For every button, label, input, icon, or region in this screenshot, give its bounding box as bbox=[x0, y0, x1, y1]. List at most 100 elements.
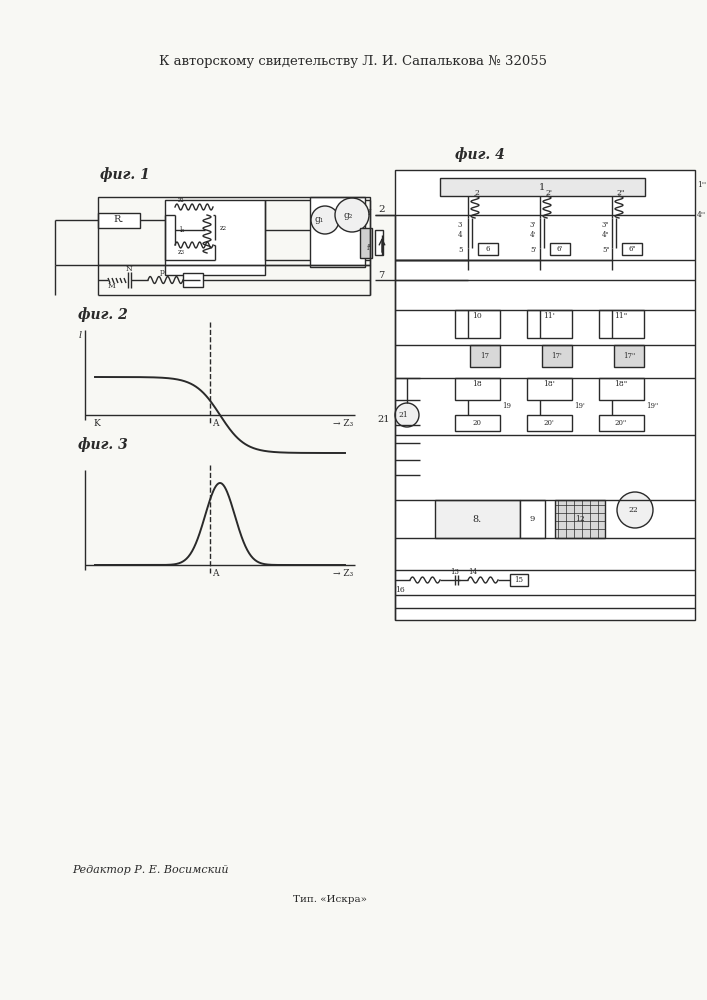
Text: 6: 6 bbox=[486, 245, 490, 253]
Bar bbox=[542, 345, 572, 367]
Text: фиг. 4: фиг. 4 bbox=[455, 148, 505, 162]
Text: К авторскому свидетельству Л. И. Сапалькова № 32055: К авторскому свидетельству Л. И. Сапальк… bbox=[159, 55, 547, 68]
Text: 15: 15 bbox=[515, 576, 523, 584]
Text: 6": 6" bbox=[628, 245, 636, 253]
Text: фиг. 3: фиг. 3 bbox=[78, 438, 128, 452]
Circle shape bbox=[395, 403, 419, 427]
Text: f: f bbox=[368, 209, 370, 217]
Text: l: l bbox=[79, 330, 82, 340]
Text: 18": 18" bbox=[614, 380, 628, 388]
Text: 10: 10 bbox=[472, 312, 482, 320]
Bar bbox=[614, 345, 644, 367]
Text: 5: 5 bbox=[458, 246, 462, 254]
Bar bbox=[360, 228, 372, 258]
Bar bbox=[440, 178, 645, 196]
Text: 11': 11' bbox=[543, 312, 555, 320]
Bar bbox=[395, 170, 695, 620]
Text: lₐ: lₐ bbox=[180, 226, 185, 234]
Bar bbox=[527, 310, 572, 338]
Bar bbox=[435, 500, 520, 538]
Bar bbox=[455, 310, 500, 338]
Circle shape bbox=[617, 492, 653, 528]
Text: 2': 2' bbox=[546, 189, 552, 197]
Bar bbox=[527, 378, 572, 400]
Text: 18: 18 bbox=[472, 380, 482, 388]
Bar bbox=[478, 243, 498, 255]
Text: 13: 13 bbox=[450, 568, 459, 576]
Text: 6': 6' bbox=[557, 245, 563, 253]
Text: 17": 17" bbox=[623, 352, 635, 360]
Bar bbox=[165, 200, 265, 275]
Circle shape bbox=[335, 198, 369, 232]
Text: 2: 2 bbox=[474, 189, 479, 197]
Text: z₂: z₂ bbox=[220, 224, 227, 232]
Text: 17: 17 bbox=[481, 352, 489, 360]
Text: 20": 20" bbox=[615, 419, 627, 427]
Text: 5': 5' bbox=[530, 246, 537, 254]
Text: 2": 2" bbox=[617, 189, 625, 197]
Text: Редактор Р. Е. Восимский: Редактор Р. Е. Восимский bbox=[72, 865, 228, 875]
Bar bbox=[599, 378, 644, 400]
Text: 12: 12 bbox=[575, 515, 585, 523]
Text: A: A bbox=[212, 420, 218, 428]
Text: N: N bbox=[126, 265, 132, 273]
Text: фиг. 2: фиг. 2 bbox=[78, 308, 128, 322]
Text: 3': 3' bbox=[530, 221, 536, 229]
Text: g₁: g₁ bbox=[315, 216, 324, 225]
Text: 9: 9 bbox=[530, 515, 534, 523]
Text: 19": 19" bbox=[646, 402, 658, 410]
Bar bbox=[310, 197, 365, 267]
Text: g₂: g₂ bbox=[344, 211, 353, 220]
Bar bbox=[622, 243, 642, 255]
Bar bbox=[183, 273, 203, 287]
Bar bbox=[555, 500, 605, 538]
Bar bbox=[550, 243, 570, 255]
Text: 19': 19' bbox=[574, 402, 585, 410]
Text: 2: 2 bbox=[378, 206, 385, 215]
Text: R.: R. bbox=[114, 216, 124, 225]
Text: 3: 3 bbox=[458, 221, 462, 229]
Text: 7: 7 bbox=[378, 270, 384, 279]
Text: 4: 4 bbox=[458, 231, 462, 239]
Bar bbox=[470, 345, 500, 367]
Text: 20: 20 bbox=[472, 419, 481, 427]
Bar bbox=[98, 197, 370, 265]
Text: z₃: z₃ bbox=[178, 248, 185, 256]
Text: A: A bbox=[212, 570, 218, 578]
Text: 1'': 1'' bbox=[697, 181, 706, 189]
Text: 22: 22 bbox=[628, 506, 638, 514]
Text: фиг. 1: фиг. 1 bbox=[100, 168, 150, 182]
Bar bbox=[455, 415, 500, 431]
Circle shape bbox=[311, 206, 339, 234]
Bar bbox=[98, 213, 140, 228]
Bar bbox=[520, 500, 545, 538]
Text: 11": 11" bbox=[614, 312, 628, 320]
Bar bbox=[510, 574, 528, 586]
Text: → Z₃: → Z₃ bbox=[333, 420, 353, 428]
Bar bbox=[599, 310, 644, 338]
Text: z₁: z₁ bbox=[178, 196, 185, 204]
Text: 1: 1 bbox=[539, 182, 545, 192]
Text: 21: 21 bbox=[377, 416, 390, 424]
Bar bbox=[599, 415, 644, 431]
Bar bbox=[375, 230, 383, 255]
Bar bbox=[527, 415, 572, 431]
Text: p: p bbox=[160, 268, 165, 276]
Text: 21: 21 bbox=[398, 411, 408, 419]
Text: Тип. «Искра»: Тип. «Искра» bbox=[293, 896, 367, 904]
Text: M: M bbox=[108, 282, 116, 290]
Text: 19: 19 bbox=[502, 402, 511, 410]
Text: 18': 18' bbox=[543, 380, 555, 388]
Text: K: K bbox=[93, 418, 100, 428]
Text: f': f' bbox=[366, 244, 371, 252]
Text: 5": 5" bbox=[602, 246, 609, 254]
Text: 17': 17' bbox=[551, 352, 563, 360]
Text: 14: 14 bbox=[468, 568, 477, 576]
Text: 16: 16 bbox=[395, 586, 404, 594]
Text: 20': 20' bbox=[544, 419, 554, 427]
Text: 4'': 4'' bbox=[697, 211, 706, 219]
Text: → Z₃: → Z₃ bbox=[333, 570, 353, 578]
Text: 4": 4" bbox=[602, 231, 609, 239]
Text: 4': 4' bbox=[530, 231, 537, 239]
Text: 3": 3" bbox=[602, 221, 609, 229]
